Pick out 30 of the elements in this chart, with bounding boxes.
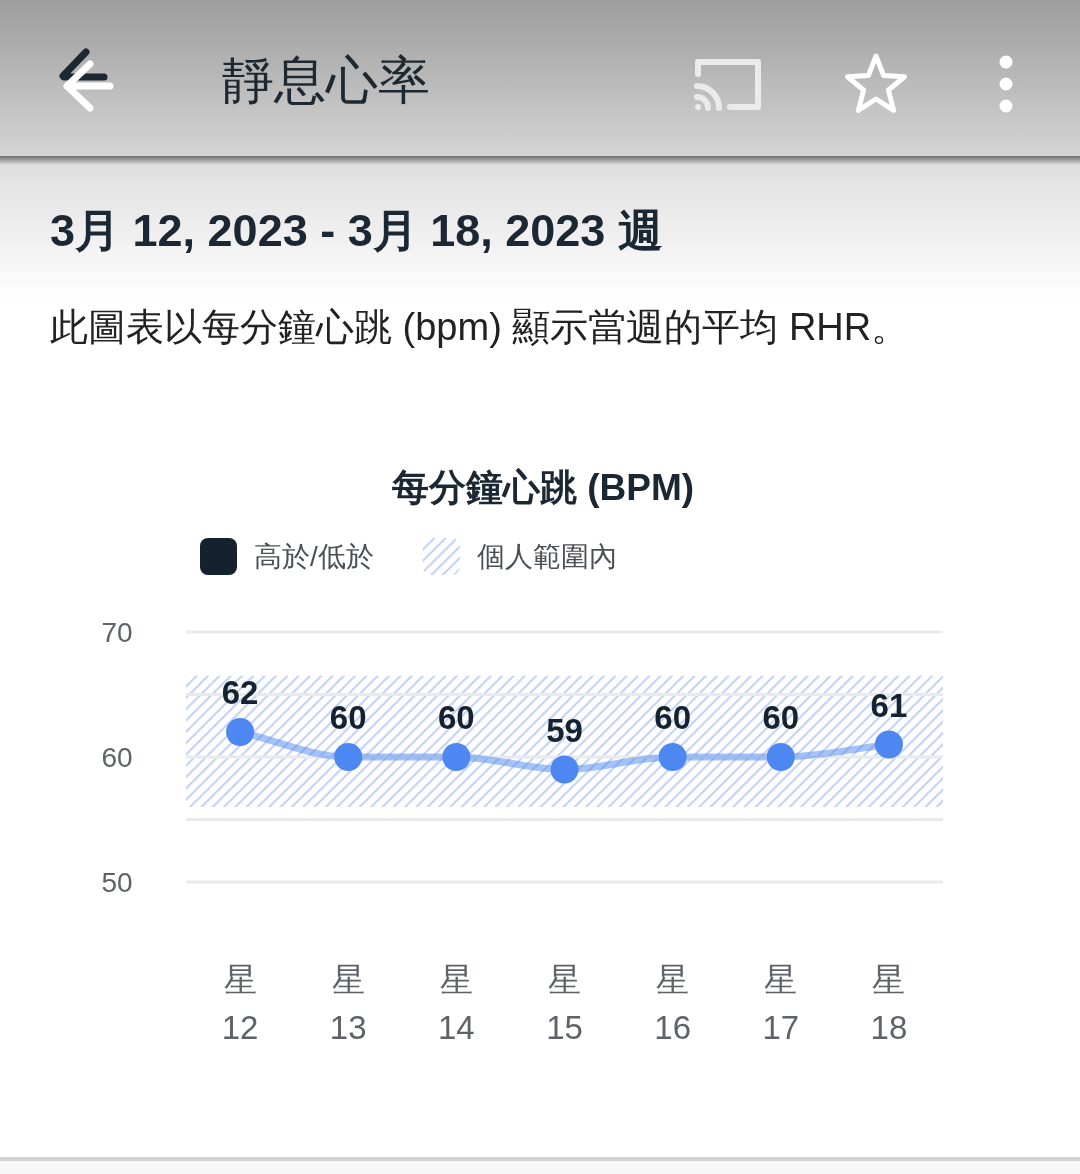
data-label: 60	[654, 699, 691, 736]
point	[550, 755, 579, 784]
point	[442, 743, 471, 771]
x-tick-label: 星 15	[546, 961, 583, 1046]
legend-label: 高於/低於	[254, 541, 374, 572]
point	[334, 743, 363, 771]
x-tick-label: 星 18	[870, 961, 908, 1046]
point	[874, 730, 903, 759]
data-label: 62	[221, 674, 259, 711]
y-axis-title: 每分鐘心跳 (BPM)	[390, 467, 695, 508]
y-tick-label: 70	[101, 617, 133, 648]
point	[766, 743, 795, 771]
y-tick-label: 60	[101, 742, 133, 773]
text: 此圖表以每分鐘心跳 (bpm) 顯示當週的平均 RHR。	[50, 306, 910, 348]
x-tick-label: 星 17	[762, 961, 800, 1046]
data-label: 61	[870, 686, 908, 724]
x-tick-label: 星 12	[221, 961, 259, 1046]
data-label: 60	[762, 699, 800, 736]
x-tick-label: 星 13	[329, 961, 367, 1046]
data-label: 60	[438, 699, 475, 736]
x-tick-label: 星 16	[654, 961, 691, 1046]
data-label: 60	[329, 699, 367, 736]
data-label: 59	[546, 711, 583, 749]
legend-label: 個人範圍內	[476, 541, 617, 572]
x-tick-label: 星 14	[438, 961, 475, 1046]
point	[226, 718, 255, 746]
chart-subtitle: 3月 12, 2023 - 3月 18, 2023 週	[50, 205, 663, 256]
chart-title: 靜息心率	[222, 51, 430, 109]
y-tick-label: 50	[101, 867, 133, 898]
point	[658, 743, 687, 771]
